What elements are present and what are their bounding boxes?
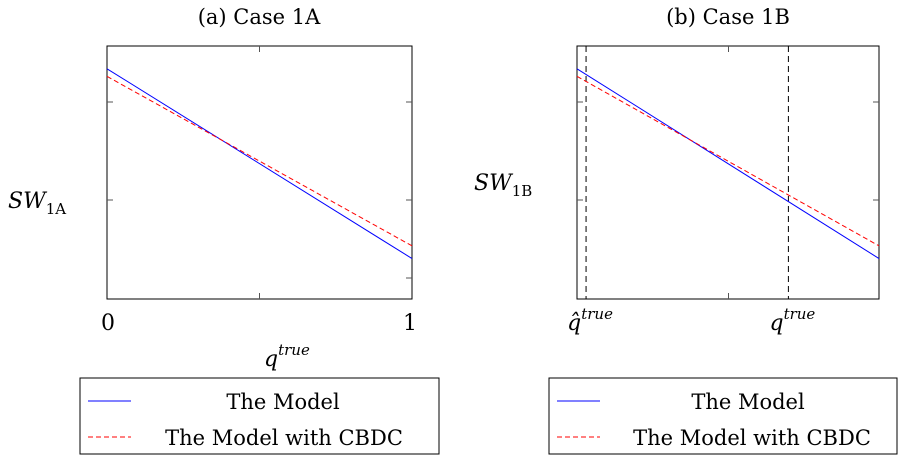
- chart-b: (b) Case 1B SW1B q̂true qtrue The Model …: [474, 5, 898, 455]
- chart-b-xtick-q-base: q: [769, 311, 783, 336]
- chart-a-ticks: [107, 46, 412, 299]
- chart-a-series-the-model-with-cbdc: [106, 75, 413, 247]
- chart-a-xtick-0: 0: [101, 311, 115, 336]
- chart-a-plot-frame: [106, 45, 413, 300]
- chart-a-ylabel-base: SW: [8, 189, 48, 214]
- chart-a-legend: The Model The Model with CBDC: [79, 377, 440, 455]
- chart-a-legend-label-1: The Model with CBDC: [165, 426, 403, 450]
- chart-b-xtick-qhat: q̂true: [567, 305, 613, 336]
- chart-b-title: (b) Case 1B: [666, 5, 790, 29]
- chart-b-xtick-q-sup: true: [784, 305, 816, 323]
- chart-b-series-the-model-with-cbdc: [576, 75, 880, 247]
- chart-a: (a) Case 1A SW1A 0 1 qtrue The Model The…: [8, 5, 440, 455]
- chart-a-legend-label-0: The Model: [226, 390, 340, 414]
- chart-b-ylabel-sub: 1B: [512, 182, 533, 200]
- chart-b-xtick-q: qtrue: [769, 305, 815, 336]
- chart-b-series-the-model: [576, 68, 880, 259]
- chart-a-legend-box: [79, 377, 440, 455]
- chart-b-ticks: [577, 46, 879, 299]
- chart-a-xtick-1: 1: [403, 311, 417, 336]
- chart-b-legend-label-0: The Model: [691, 390, 805, 414]
- chart-b-xtick-qhat-base: q̂: [567, 311, 581, 336]
- chart-a-xlabel-base: q: [264, 347, 278, 372]
- chart-b-plot-frame: [576, 45, 880, 300]
- chart-b-xtick-qhat-sup: true: [581, 305, 613, 323]
- chart-b-legend-box: [548, 377, 898, 455]
- chart-b-legend: The Model The Model with CBDC: [548, 377, 898, 455]
- chart-a-ylabel: SW1A: [8, 189, 66, 218]
- chart-a-series-the-model: [106, 68, 413, 259]
- chart-b-legend-label-1: The Model with CBDC: [633, 426, 871, 450]
- chart-b-ylabel-base: SW: [474, 171, 514, 196]
- chart-a-ylabel-sub: 1A: [46, 200, 67, 218]
- chart-a-xlabel-sup: true: [278, 341, 310, 359]
- chart-a-xlabel: qtrue: [264, 341, 310, 372]
- chart-a-title: (a) Case 1A: [198, 5, 321, 29]
- chart-b-ylabel: SW1B: [474, 171, 532, 200]
